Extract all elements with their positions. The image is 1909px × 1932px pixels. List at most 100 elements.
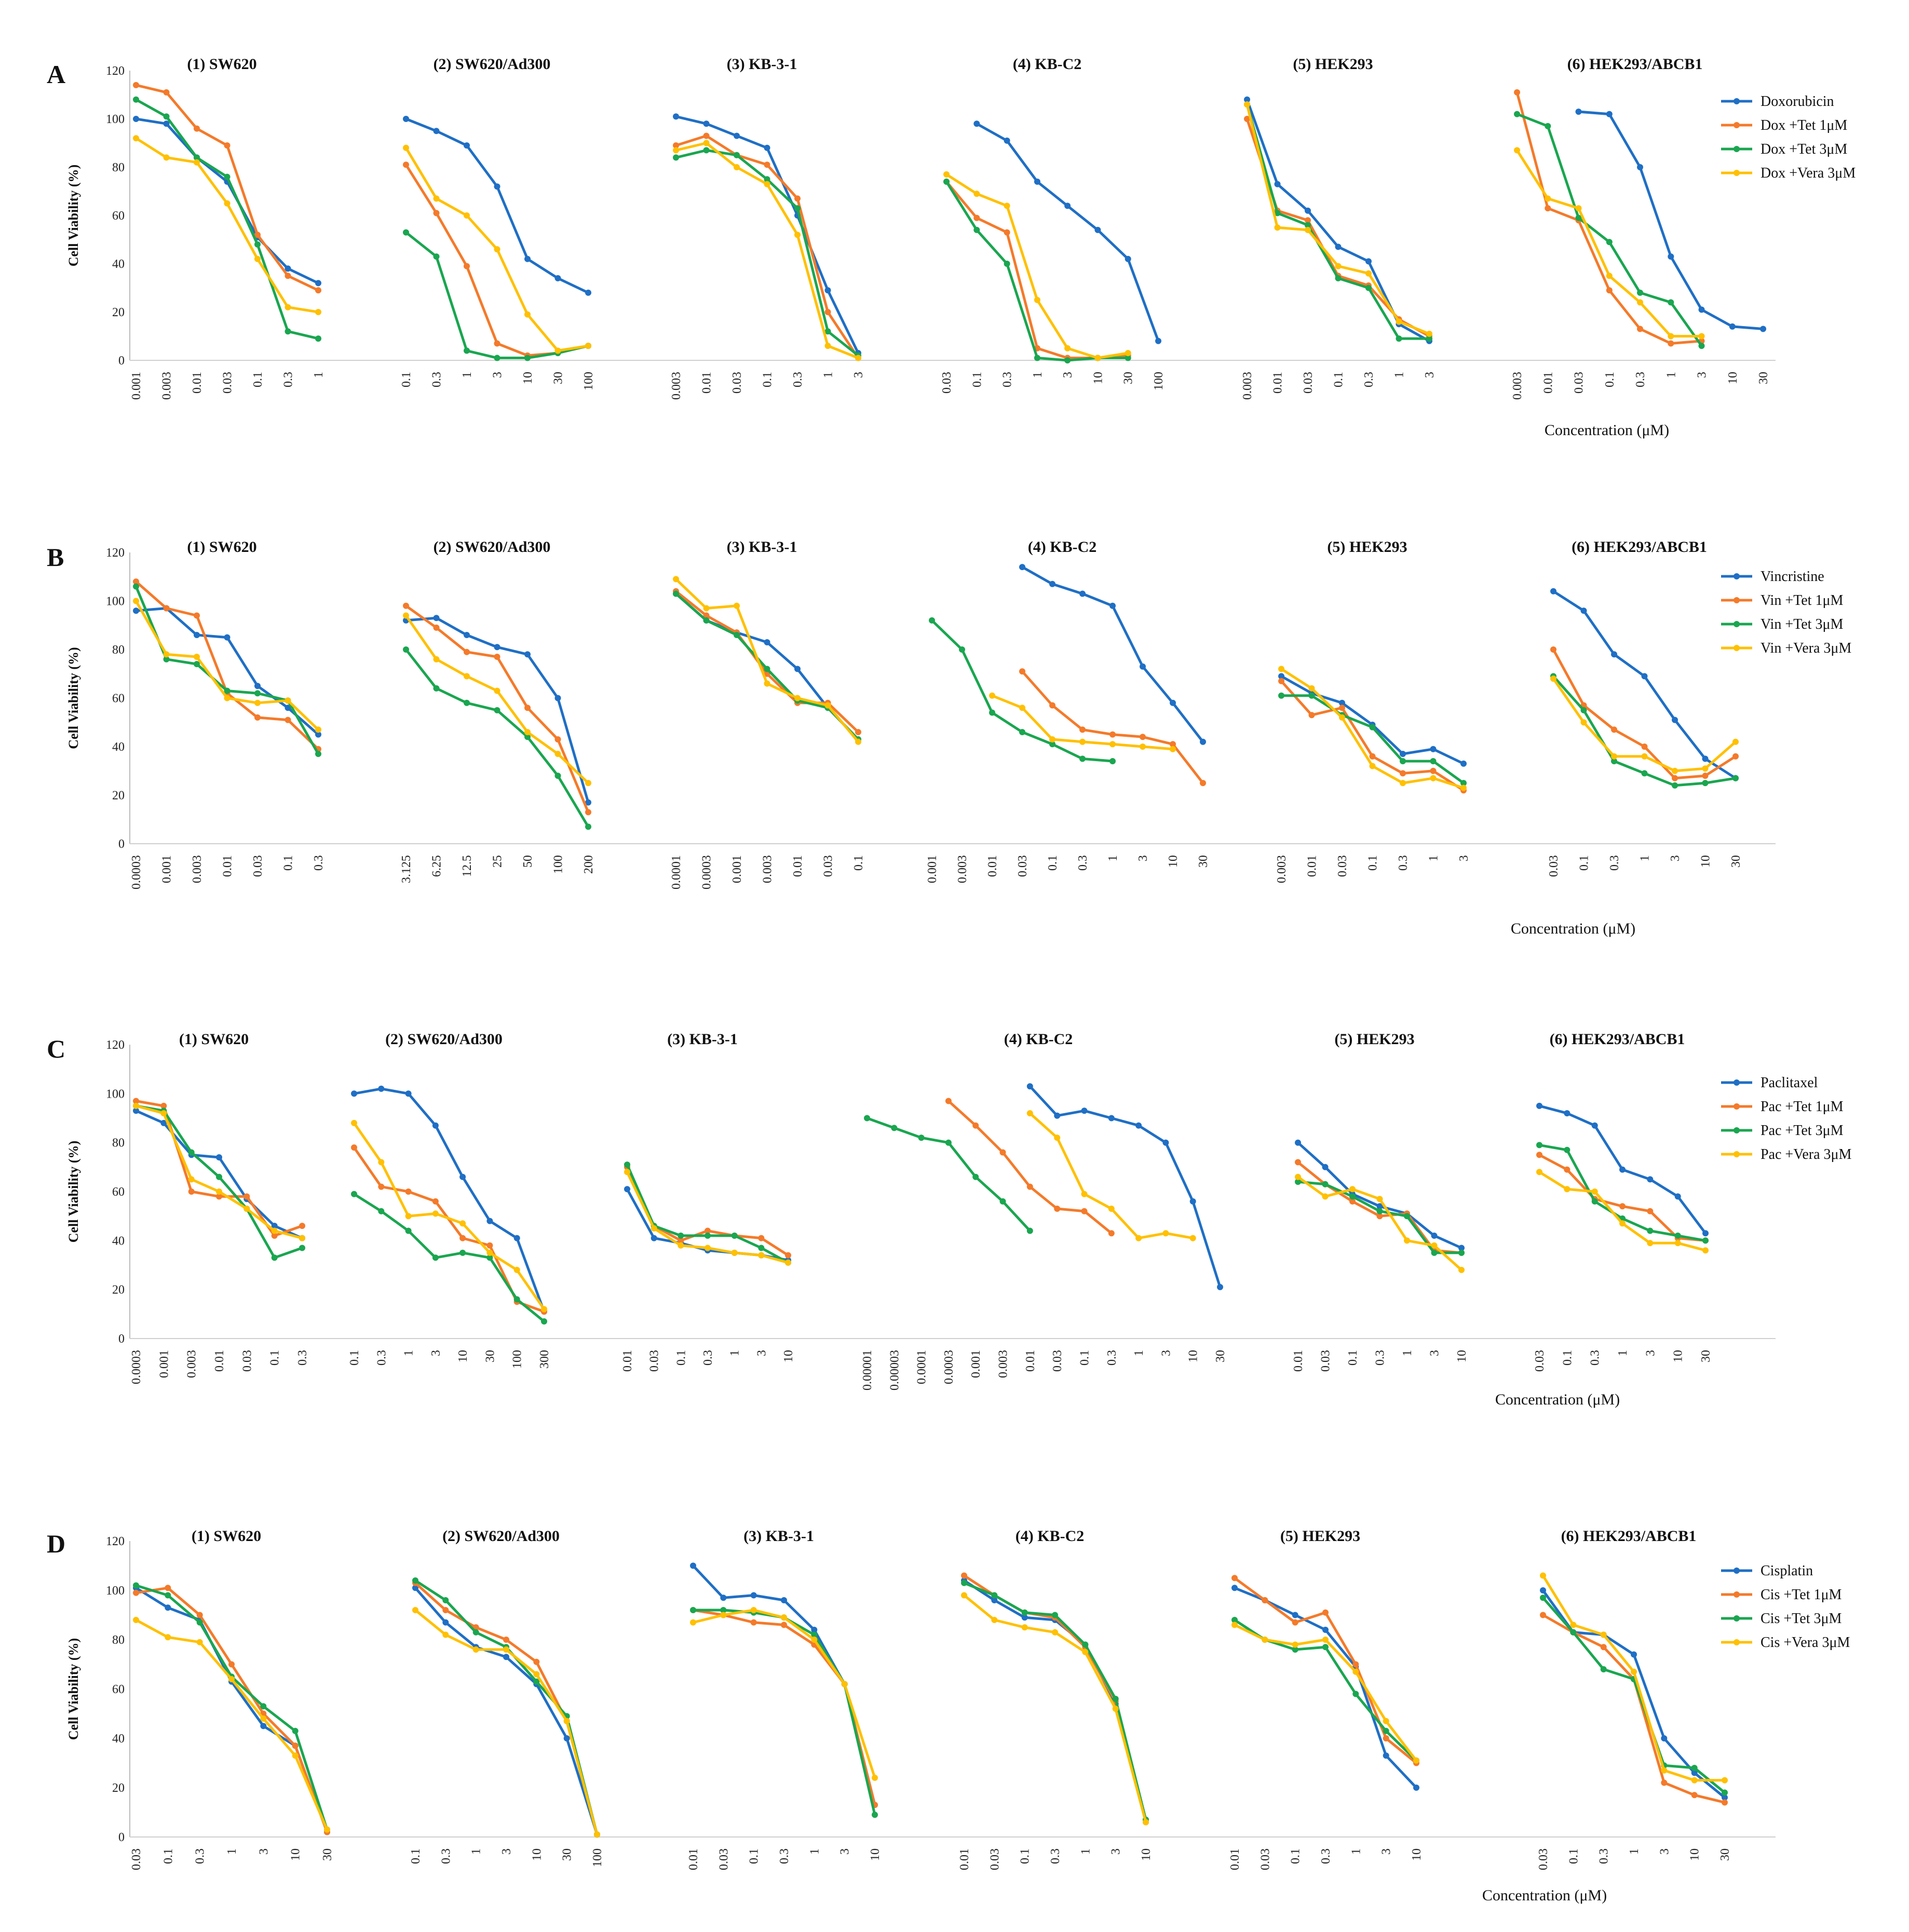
data-point <box>315 751 321 757</box>
x-tick-label: 10 <box>1187 1350 1200 1362</box>
data-point <box>194 159 200 166</box>
x-tick-label: 1 <box>1639 855 1652 861</box>
data-point <box>991 1617 998 1623</box>
x-tick-label: 3 <box>1423 372 1437 378</box>
data-point <box>972 1173 979 1180</box>
data-point <box>811 1627 818 1633</box>
subplot-title: (4) KB-C2 <box>1004 1031 1073 1048</box>
data-point <box>943 171 950 178</box>
data-point <box>1691 1777 1698 1784</box>
series-line-4 <box>693 1609 876 1778</box>
data-point <box>285 328 291 335</box>
data-point <box>1125 350 1131 356</box>
series-line-4 <box>136 1104 303 1240</box>
data-point <box>1396 335 1402 342</box>
data-point <box>472 1646 479 1653</box>
data-point <box>133 82 139 88</box>
series-line-3 <box>353 1193 545 1322</box>
data-point <box>494 644 500 651</box>
data-point <box>188 1149 195 1156</box>
data-point <box>1564 1146 1570 1153</box>
data-point <box>703 605 710 612</box>
x-tick-label: 0.01 <box>1292 1350 1305 1372</box>
data-point <box>1217 1284 1223 1290</box>
x-tick-label: 1 <box>1427 855 1441 861</box>
series-line-2 <box>947 1100 1113 1235</box>
data-point <box>486 1254 493 1261</box>
data-point <box>1674 1232 1681 1239</box>
data-point <box>194 612 200 619</box>
data-point <box>405 1188 412 1195</box>
data-point <box>1591 1188 1598 1195</box>
data-point <box>758 1235 765 1241</box>
data-point <box>442 1597 449 1603</box>
x-tick-label: 0.003 <box>1241 372 1254 400</box>
y-tick-label: 60 <box>112 1683 125 1696</box>
x-tick-label: 0.01 <box>986 855 999 877</box>
x-tick-label: 3 <box>838 1848 852 1855</box>
data-point <box>224 687 231 694</box>
x-tick-label: 1 <box>1393 372 1406 378</box>
data-point <box>351 1090 357 1097</box>
data-point <box>163 89 170 96</box>
data-point <box>1431 1249 1438 1256</box>
data-point <box>1278 678 1284 684</box>
legend: Vincristine Vin +Tet 1μM Vin +Tet 3μM Vin +… <box>1721 569 1851 656</box>
subplot-4: (4) KB-C2 0.01 0.03 0.1 0.3 1 3 10 <box>958 1528 1153 1870</box>
data-point <box>163 651 170 658</box>
data-point <box>1400 751 1406 757</box>
data-point <box>1049 580 1055 587</box>
data-point <box>1376 1196 1383 1203</box>
data-point <box>1231 1585 1238 1591</box>
data-point <box>785 1259 791 1266</box>
data-point <box>1349 1198 1356 1205</box>
data-point <box>494 246 500 253</box>
subplot-title: (2) SW620/Ad300 <box>434 538 551 556</box>
legend-label: Cis +Tet 3μM <box>1761 1611 1842 1627</box>
data-point <box>271 1232 278 1239</box>
x-tick-label: 30 <box>1699 1350 1713 1362</box>
legend-label: Vincristine <box>1761 569 1824 585</box>
data-point <box>1352 1691 1359 1697</box>
data-point <box>378 1183 385 1190</box>
data-point <box>1021 1614 1028 1621</box>
data-point <box>1698 333 1705 340</box>
data-point <box>224 634 231 641</box>
data-point <box>494 687 500 694</box>
data-point <box>133 135 139 142</box>
x-tick-label: 1 <box>1079 1848 1092 1855</box>
series-line-1 <box>1578 110 1764 330</box>
data-point <box>734 632 740 638</box>
x-tick-label: 0.003 <box>956 855 969 883</box>
x-tick-label: 0.0003 <box>700 855 714 889</box>
data-point <box>1540 1595 1546 1601</box>
data-point <box>1200 780 1206 787</box>
data-point <box>133 1098 139 1104</box>
subplot-title: (1) SW620 <box>192 1528 261 1545</box>
data-point <box>624 1169 630 1176</box>
data-point <box>690 1619 696 1626</box>
x-tick-label: 3 <box>1658 1848 1671 1855</box>
subplot-4: (4) KB-C2 0.00001 0.00003 0.0001 0.0003 0.001… <box>861 1031 1227 1390</box>
subplot-6: (6) HEK293/ABCB1 0.03 0.1 0.3 1 3 10 30 <box>1533 1031 1713 1372</box>
data-point <box>1611 726 1617 733</box>
data-point <box>1308 685 1315 692</box>
data-point <box>285 697 291 704</box>
x-tick-label: 0.01 <box>213 1350 226 1372</box>
data-point <box>1135 1122 1142 1129</box>
data-point <box>285 717 291 723</box>
x-tick-label: 0.1 <box>674 1350 688 1366</box>
data-point <box>585 799 591 806</box>
data-point <box>403 646 409 653</box>
data-point <box>673 142 679 149</box>
data-point <box>1550 646 1556 653</box>
data-point <box>224 695 231 701</box>
data-point <box>299 1245 305 1251</box>
x-tick-label: 0.03 <box>1319 1350 1333 1372</box>
series-line-2 <box>626 1166 789 1257</box>
data-point <box>133 1582 139 1589</box>
x-axis-label: Concentration (μM) <box>1495 1391 1620 1408</box>
data-point <box>1094 226 1101 233</box>
x-tick-label: 0.1 <box>970 372 984 387</box>
subplot-title: (4) KB-C2 <box>1013 56 1081 73</box>
